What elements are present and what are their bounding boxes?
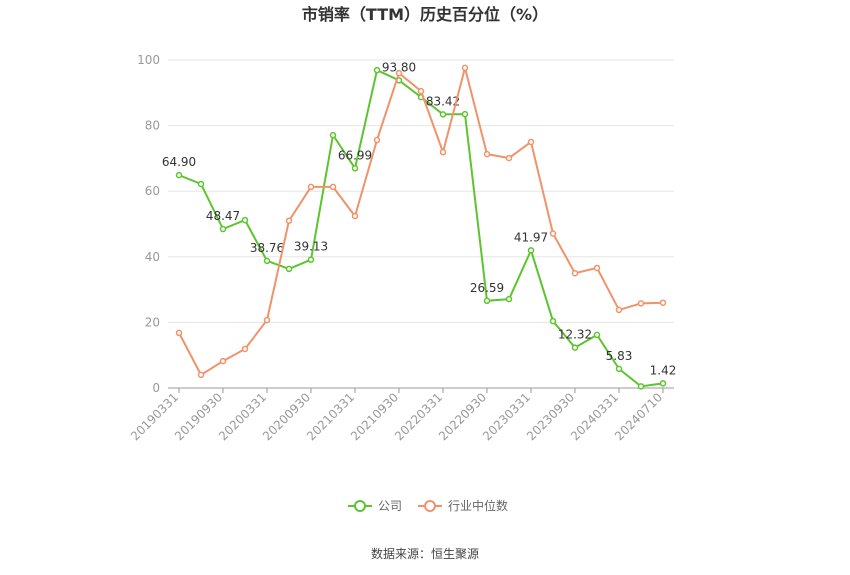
- point: [483, 150, 491, 158]
- point: [395, 69, 403, 77]
- data-label: 83.42: [426, 94, 460, 108]
- point: [175, 329, 183, 337]
- legend-label: 公司: [378, 499, 402, 513]
- point: [439, 148, 447, 156]
- point: [351, 165, 359, 172]
- chart-title: 市销率（TTM）历史百分位（%）: [302, 5, 548, 24]
- data-label: 48.47: [206, 209, 240, 223]
- point: [285, 265, 293, 273]
- y-tick-label: 40: [145, 250, 160, 264]
- data-label: 41.97: [514, 230, 548, 244]
- x-tick-label: 20240710: [612, 390, 665, 443]
- point: [483, 297, 491, 305]
- y-tick-label: 0: [152, 381, 160, 395]
- point: [461, 64, 469, 72]
- point: [593, 331, 601, 339]
- data-label: 5.83: [606, 349, 633, 363]
- point: [307, 256, 315, 263]
- point: [373, 66, 381, 74]
- point: [175, 171, 183, 179]
- point: [615, 306, 623, 314]
- point: [571, 269, 579, 277]
- point: [659, 299, 667, 306]
- point: [241, 216, 249, 224]
- data-label: 38.76: [250, 241, 284, 255]
- point: [197, 371, 205, 379]
- point: [593, 264, 601, 272]
- data-label: 26.59: [470, 281, 504, 295]
- y-tick-label: 100: [137, 53, 160, 67]
- data-label: 1.42: [650, 363, 677, 377]
- point: [219, 225, 227, 233]
- point: [263, 257, 271, 265]
- point: [505, 154, 513, 162]
- point: [637, 383, 645, 390]
- legend-label: 行业中位数: [448, 498, 508, 513]
- point: [527, 247, 535, 254]
- point: [351, 212, 359, 220]
- data-label: 64.90: [162, 155, 196, 169]
- point: [197, 180, 205, 188]
- point: [285, 217, 293, 224]
- point: [241, 345, 249, 353]
- data-label: 39.13: [294, 240, 328, 254]
- point: [263, 316, 271, 324]
- point: [219, 357, 227, 365]
- data-label: 12.32: [558, 328, 592, 342]
- point: [505, 295, 513, 303]
- point: [439, 111, 447, 118]
- point: [417, 87, 425, 95]
- point: [373, 136, 381, 144]
- y-tick-label: 80: [145, 119, 160, 133]
- data-label: 93.80: [382, 60, 416, 74]
- point: [307, 183, 315, 191]
- point: [571, 344, 579, 351]
- point: [527, 138, 535, 146]
- point: [329, 131, 337, 139]
- legend-marker: [424, 500, 436, 512]
- legend-marker: [354, 500, 366, 512]
- y-tick-label: 60: [145, 184, 160, 198]
- point: [615, 365, 623, 373]
- point: [329, 183, 337, 191]
- y-tick-label: 20: [145, 315, 160, 329]
- point: [637, 300, 645, 307]
- point: [461, 110, 469, 118]
- data-label: 66.99: [338, 148, 372, 162]
- point: [659, 380, 667, 387]
- source: 数据来源：恒生聚源: [371, 546, 479, 561]
- point: [549, 317, 557, 325]
- point: [549, 230, 557, 237]
